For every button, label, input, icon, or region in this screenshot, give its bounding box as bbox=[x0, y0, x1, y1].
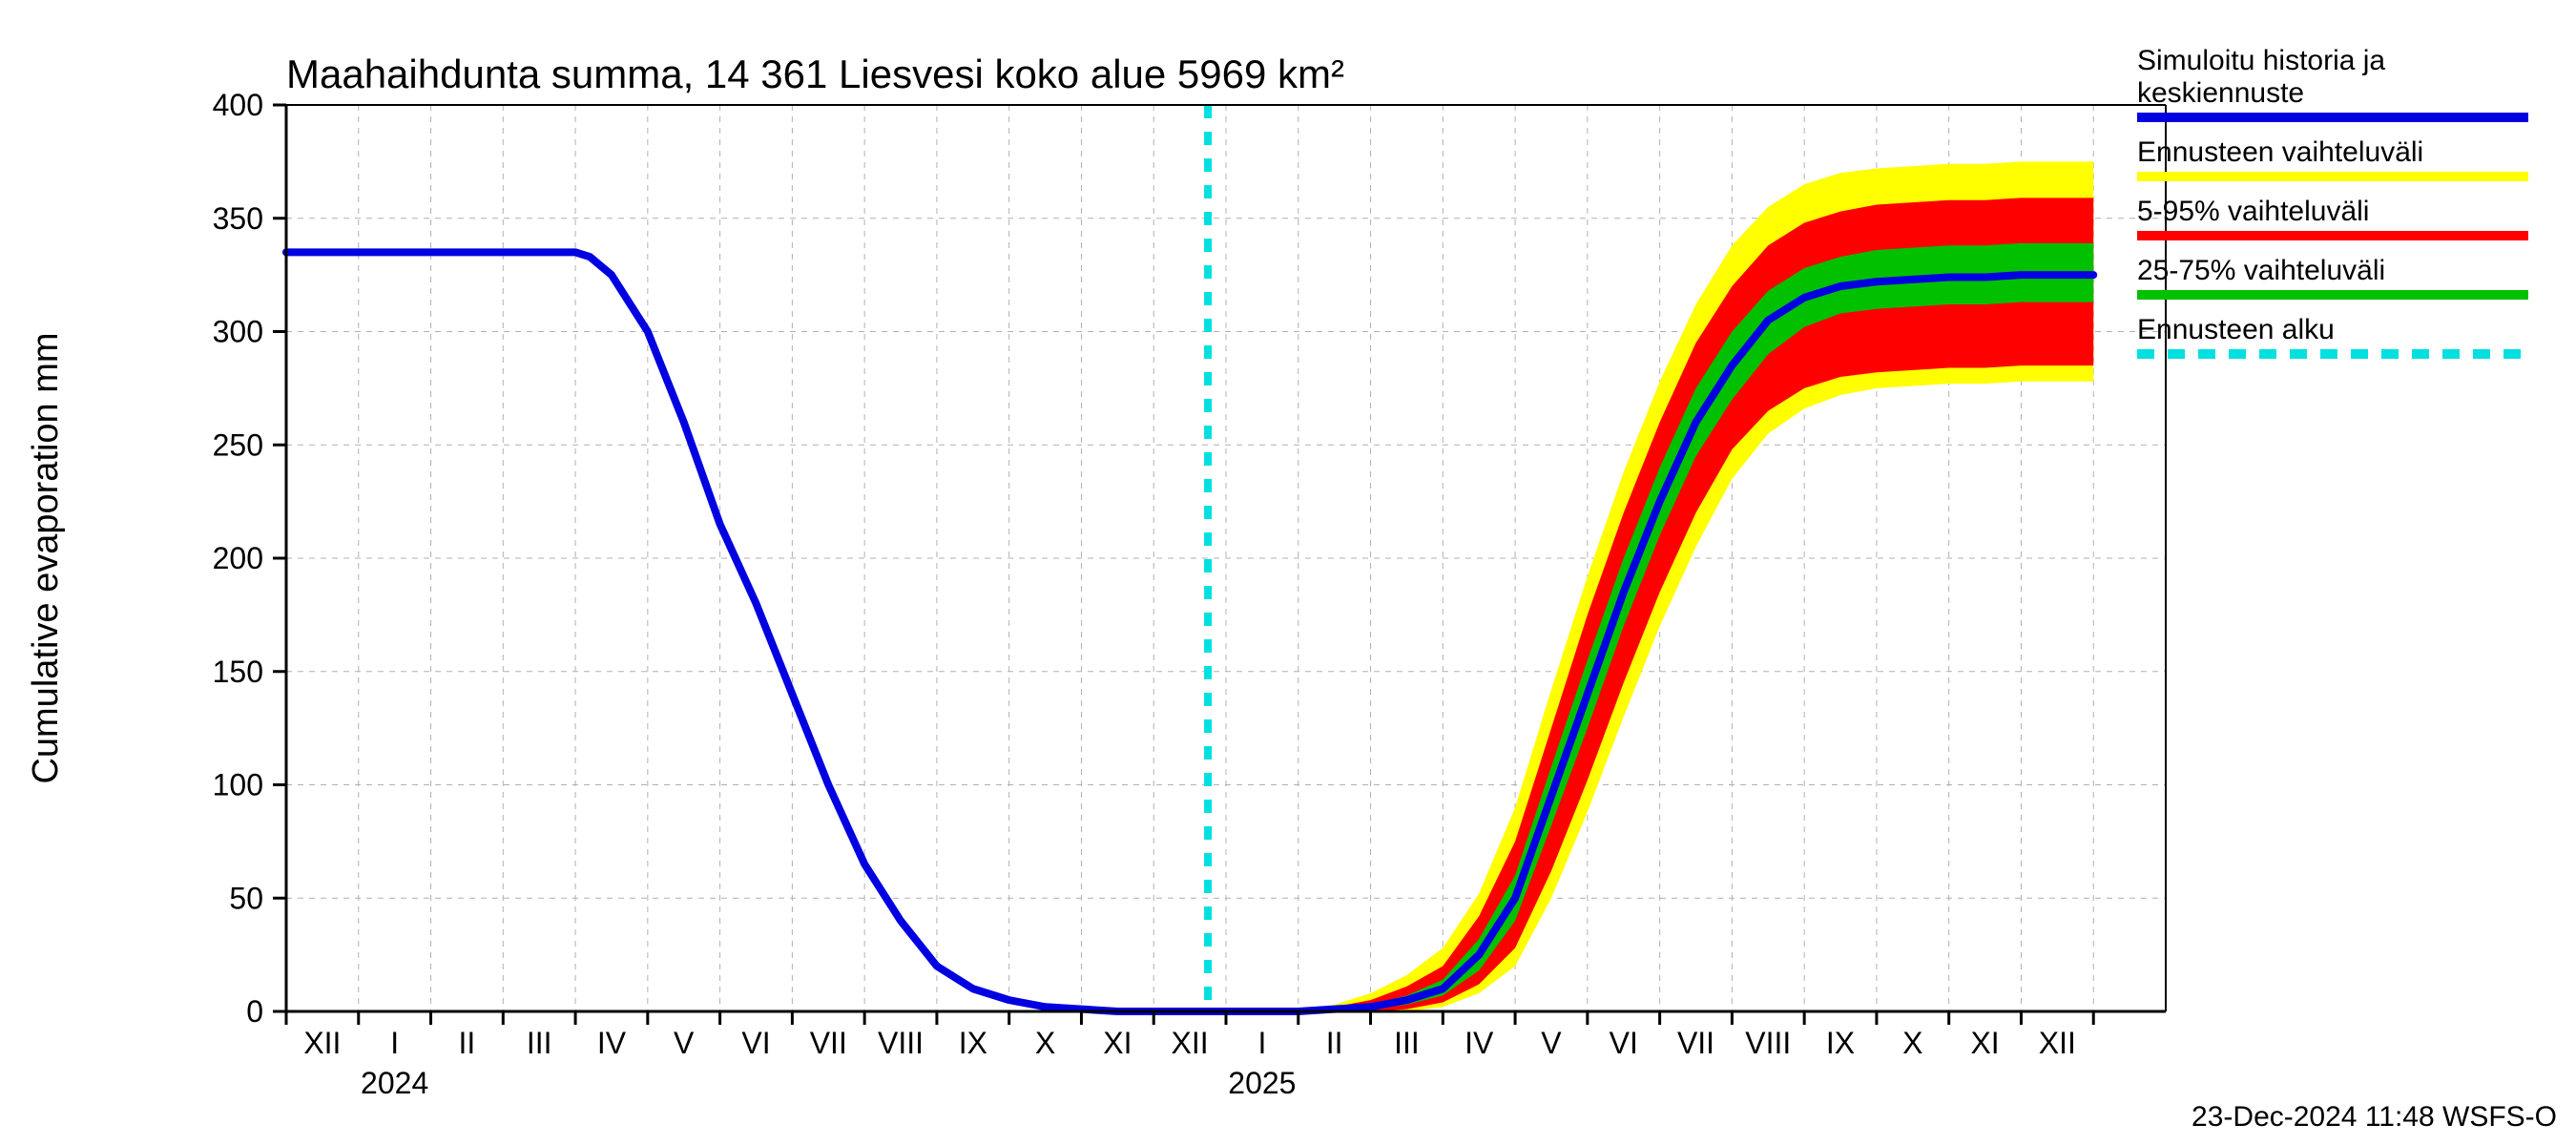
y-tick-label: 350 bbox=[213, 201, 263, 236]
legend-label: Simuloitu historia ja bbox=[2137, 45, 2385, 76]
x-tick-label: II bbox=[1326, 1026, 1343, 1060]
legend-label: Ennusteen vaihteluväli bbox=[2137, 136, 2423, 168]
legend-label: 5-95% vaihteluväli bbox=[2137, 196, 2369, 227]
x-tick-label: III bbox=[527, 1026, 552, 1060]
x-tick-label: III bbox=[1394, 1026, 1420, 1060]
x-tick-label: VI bbox=[741, 1026, 770, 1060]
chart-container: 050100150200250300350400XIIIIIIIIIVVVIVI… bbox=[0, 0, 2576, 1145]
x-tick-label: VI bbox=[1610, 1026, 1638, 1060]
y-tick-label: 100 bbox=[213, 768, 263, 802]
legend-label: 25-75% vaihteluväli bbox=[2137, 255, 2385, 286]
x-tick-label: VIII bbox=[1745, 1026, 1791, 1060]
x-tick-label: XII bbox=[2039, 1026, 2076, 1060]
y-axis-title: Cumulative evaporation mm bbox=[26, 332, 66, 783]
x-tick-label: XI bbox=[1970, 1026, 1999, 1060]
x-tick-label: IV bbox=[597, 1026, 627, 1060]
x-tick-label: VII bbox=[1677, 1026, 1714, 1060]
x-tick-label: XI bbox=[1103, 1026, 1132, 1060]
x-tick-label: VIII bbox=[878, 1026, 924, 1060]
footer-text: 23-Dec-2024 11:48 WSFS-O bbox=[2192, 1101, 2557, 1133]
x-year-label: 2024 bbox=[361, 1066, 428, 1100]
x-tick-label: II bbox=[459, 1026, 476, 1060]
x-tick-label: X bbox=[1902, 1026, 1922, 1060]
y-tick-label: 200 bbox=[213, 541, 263, 575]
y-tick-label: 250 bbox=[213, 427, 263, 462]
x-tick-label: I bbox=[390, 1026, 399, 1060]
y-tick-label: 150 bbox=[213, 655, 263, 689]
legend-label: keskiennuste bbox=[2137, 77, 2304, 109]
chart-title: Maahaihdunta summa, 14 361 Liesvesi koko… bbox=[286, 52, 1344, 96]
x-tick-label: IV bbox=[1465, 1026, 1494, 1060]
x-tick-label: XII bbox=[1172, 1026, 1209, 1060]
x-tick-label: IX bbox=[1826, 1026, 1855, 1060]
chart-svg: 050100150200250300350400XIIIIIIIIIVVVIVI… bbox=[0, 0, 2576, 1145]
x-tick-label: VII bbox=[810, 1026, 847, 1060]
x-tick-label: XII bbox=[303, 1026, 341, 1060]
y-tick-label: 400 bbox=[213, 88, 263, 122]
x-tick-label: V bbox=[1541, 1026, 1562, 1060]
x-tick-label: V bbox=[674, 1026, 695, 1060]
x-tick-label: I bbox=[1257, 1026, 1266, 1060]
x-tick-label: X bbox=[1035, 1026, 1055, 1060]
x-year-label: 2025 bbox=[1228, 1066, 1296, 1100]
y-tick-label: 300 bbox=[213, 315, 263, 349]
y-tick-label: 50 bbox=[229, 881, 263, 915]
x-tick-label: IX bbox=[959, 1026, 987, 1060]
legend-label: Ennusteen alku bbox=[2137, 314, 2335, 345]
y-tick-label: 0 bbox=[246, 994, 263, 1029]
